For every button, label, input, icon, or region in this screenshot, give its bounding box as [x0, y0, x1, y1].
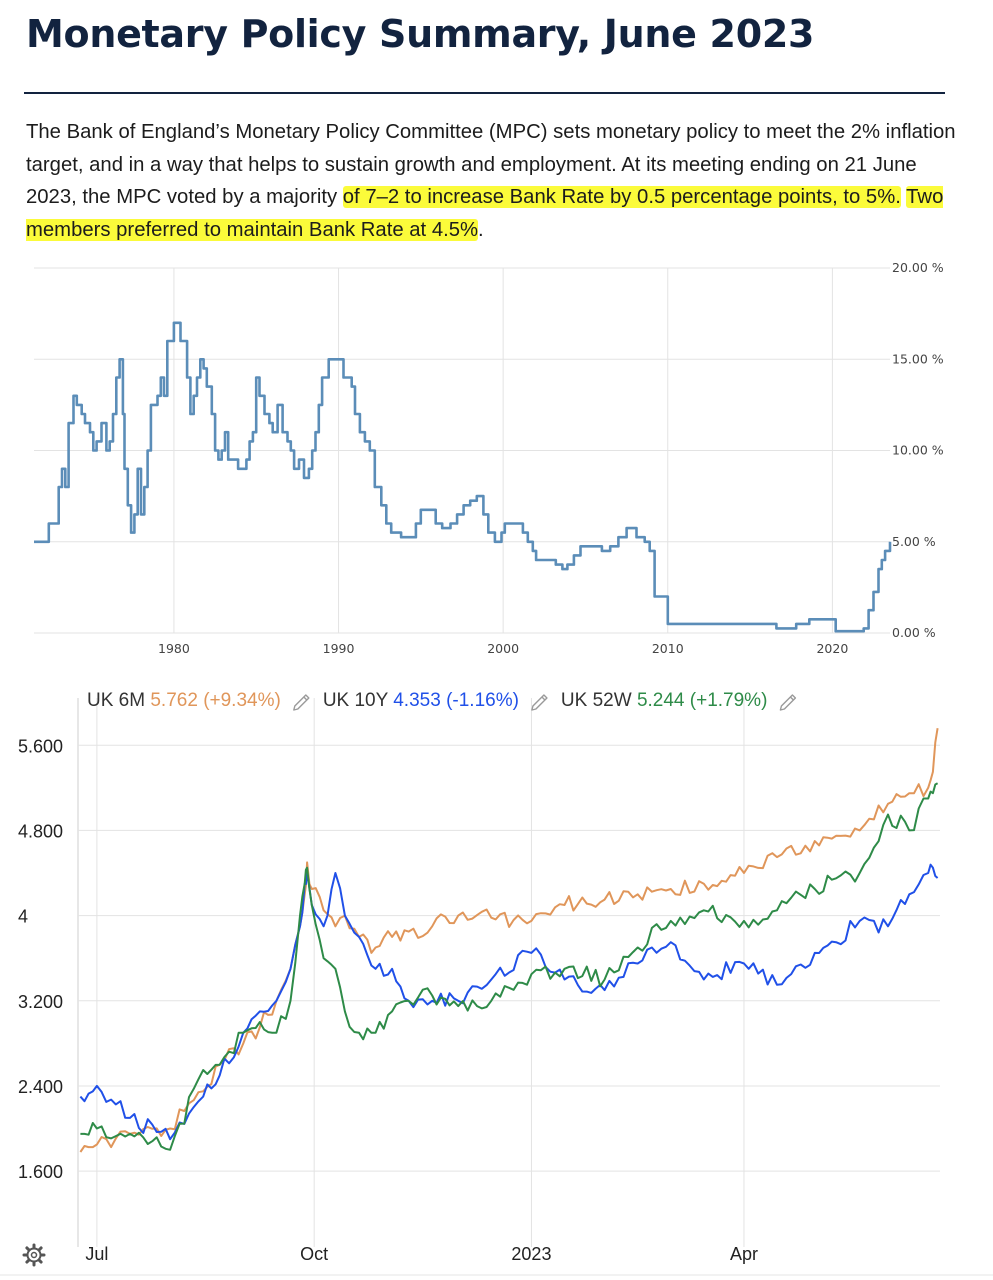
x-tick-label: 2020	[816, 641, 848, 656]
x-tick-label: 2010	[652, 641, 684, 656]
x-tick-label: Oct	[300, 1244, 328, 1264]
highlighted-vote-text: of 7–2 to increase Bank Rate by 0.5 perc…	[342, 186, 901, 208]
bank-rate-line	[34, 321, 892, 633]
series-line-uk-52w	[80, 782, 939, 1151]
legend-series-value: 4.353	[393, 690, 446, 711]
legend-series-change: (+9.34%)	[203, 690, 281, 711]
x-tick-label: 2000	[487, 641, 519, 656]
yields-legend: UK 6M 5.762 (+9.34%) UK 10Y 4.353 (-1.16%…	[87, 690, 797, 711]
yields-grid	[0, 698, 993, 1276]
x-tick-label: Jul	[85, 1244, 108, 1264]
x-tick-label: 1990	[323, 641, 355, 656]
legend-series-name: UK 6M	[87, 690, 150, 711]
bank-rate-axis-ticks: 0.00 % 5.00 % 10.00 % 15.00 % 20.00 % 1980 199…	[158, 260, 944, 656]
gear-icon[interactable]	[22, 1243, 46, 1267]
y-tick-label: 5.00 %	[892, 534, 936, 549]
yields-series	[79, 728, 939, 1153]
bank-rate-grid	[34, 267, 890, 634]
y-tick-label: 4.800	[18, 821, 63, 841]
x-tick-label: Apr	[730, 1244, 758, 1264]
x-tick-label: 2023	[511, 1244, 551, 1264]
page-title: Monetary Policy Summary, June 2023	[26, 12, 815, 56]
series-line-uk-6m	[79, 728, 939, 1153]
legend-series-name: UK 52W	[561, 690, 637, 711]
y-tick-label: 1.600	[18, 1162, 63, 1182]
legend-series-change: (+1.79%)	[690, 690, 768, 711]
legend-series-change: (-1.16%)	[446, 690, 519, 711]
legend-entry[interactable]: UK 6M 5.762 (+9.34%)	[87, 690, 281, 711]
y-tick-label: 10.00 %	[892, 443, 944, 458]
legend-series-value: 5.244	[637, 690, 690, 711]
yields-axis-ticks: 1.600 2.400 3.200 4 4.800 5.600 Jul Oct 2023 Apr	[18, 736, 758, 1264]
y-tick-label: 5.600	[18, 736, 63, 756]
y-tick-label: 15.00 %	[892, 351, 944, 366]
y-tick-label: 4	[18, 907, 28, 927]
legend-entry[interactable]: UK 52W 5.244 (+1.79%)	[561, 690, 767, 711]
y-tick-label: 2.400	[18, 1077, 63, 1097]
title-divider	[24, 92, 945, 94]
y-tick-label: 0.00 %	[892, 625, 936, 640]
legend-series-value: 5.762	[150, 690, 203, 711]
paragraph-end: .	[478, 218, 484, 241]
y-tick-label: 20.00 %	[892, 260, 944, 275]
summary-paragraph: The Bank of England’s Monetary Policy Co…	[26, 116, 956, 246]
legend-entry[interactable]: UK 10Y 4.353 (-1.16%)	[323, 690, 519, 711]
x-tick-label: 1980	[158, 641, 190, 656]
y-tick-label: 3.200	[18, 992, 63, 1012]
series-line-uk-10y	[79, 863, 939, 1141]
legend-series-name: UK 10Y	[323, 690, 393, 711]
paragraph-text: The Bank of England’s Monetary Policy Co…	[26, 121, 956, 208]
pencil-icon[interactable]	[293, 694, 310, 711]
pencil-icon[interactable]	[779, 694, 797, 711]
pencil-icon[interactable]	[531, 694, 548, 711]
bank-rate-history-chart: 0.00 % 5.00 % 10.00 % 15.00 % 20.00 % 1980 199…	[34, 260, 944, 656]
